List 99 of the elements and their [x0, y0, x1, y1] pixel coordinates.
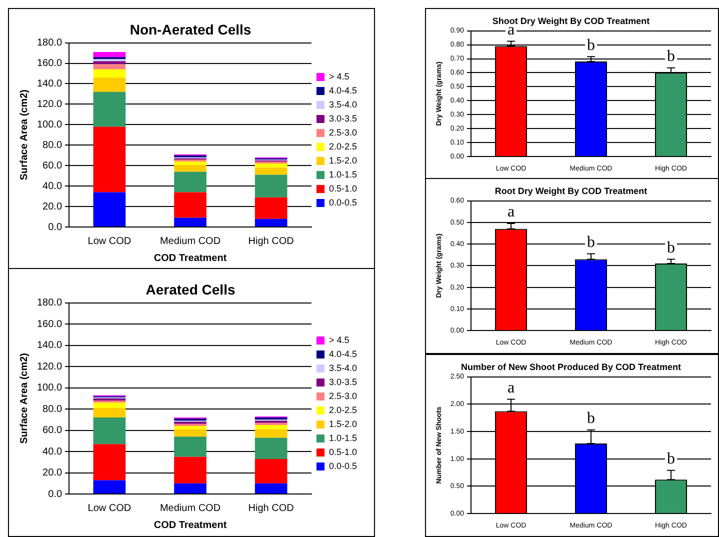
y-axis-title: Surface Area (cm2): [18, 90, 30, 180]
x-tick-label: Low COD: [88, 502, 132, 514]
y-tick-label: 180.0: [36, 38, 62, 49]
legend-label: 3.0-3.5: [328, 113, 358, 124]
legend-label: 2.5-3.0: [328, 390, 358, 401]
legend-label: 0.5-1.0: [328, 446, 358, 457]
legend-label: 3.5-4.0: [328, 362, 358, 373]
bar: [254, 483, 288, 494]
annotation: b: [587, 234, 596, 252]
bar: [254, 458, 288, 484]
bar: [174, 436, 206, 457]
legend-label: 4.0-4.5: [328, 348, 358, 359]
x-tick-label: Low COD: [88, 236, 132, 247]
chart-title: Root Dry Weight By COD Treatment: [494, 186, 648, 196]
y-axis-title: Surface Area (cm2): [18, 353, 30, 444]
bar: [254, 197, 288, 219]
bar: [93, 480, 126, 494]
x-axis-title: COD Treatment: [154, 520, 228, 531]
annotation: a: [507, 204, 515, 221]
chart-title: Aerated Cells: [146, 281, 236, 298]
chart-title: Number of New Shoot Produced By COD Treatment: [460, 362, 682, 372]
bar: [174, 192, 206, 218]
bar: [174, 456, 206, 484]
x-tick-label: High COD: [248, 236, 294, 247]
bar: [254, 164, 288, 168]
y-tick-label: 60.0: [42, 425, 62, 436]
legend-label: 1.5-2.0: [328, 418, 358, 429]
bar: [254, 424, 288, 430]
annotation: b: [667, 450, 676, 468]
legend-label: 4.0-4.5: [328, 85, 358, 96]
legend-label: 1.5-2.0: [328, 155, 358, 166]
bar: [174, 159, 206, 162]
chart-title: Shoot Dry Weight By COD Treatment: [492, 16, 650, 26]
legend-label: 0.5-1.0: [328, 183, 358, 194]
legend-label: 1.0-1.5: [328, 432, 358, 443]
annotation: b: [587, 410, 596, 428]
legend-label: 3.5-4.0: [328, 99, 358, 110]
bar: [93, 52, 126, 58]
legend-label: 2.5-3.0: [328, 127, 358, 138]
bar: [93, 418, 126, 444]
bar: [174, 172, 206, 192]
bar: [254, 429, 288, 438]
bar: [174, 162, 206, 166]
bar: [93, 402, 126, 408]
legend-label: 0.0-0.5: [328, 197, 358, 208]
annotation: b: [587, 36, 596, 54]
y-tick-label: 120.0: [36, 361, 62, 372]
annotation: b: [667, 239, 676, 256]
bar: [174, 424, 206, 426]
bar: [93, 192, 126, 226]
legend-label: > 4.5: [328, 71, 350, 82]
y-tick-label: 140.0: [36, 78, 62, 90]
legend-label: 3.0-3.5: [328, 376, 358, 387]
y-tick-label: 80.0: [42, 140, 62, 151]
bar: [93, 61, 126, 64]
y-tick-label: 100.0: [36, 119, 62, 130]
annotation: a: [507, 379, 515, 396]
y-tick-label: 60.0: [42, 160, 62, 172]
bar: [93, 126, 126, 192]
x-tick-label: Medium COD: [160, 236, 221, 247]
bar: [174, 218, 206, 226]
bar: [93, 78, 126, 92]
annotation: b: [667, 48, 676, 66]
y-tick-label: 0.0: [48, 222, 62, 233]
y-tick-label: 160.0: [36, 318, 62, 330]
bar: [93, 444, 126, 480]
bar: [174, 426, 206, 430]
bar: [254, 168, 288, 175]
y-tick-label: 100.0: [36, 382, 62, 394]
y-tick-label: 140.0: [36, 340, 62, 352]
y-tick-label: 160.0: [36, 58, 62, 70]
x-tick-label: Medium COD: [160, 502, 221, 514]
y-tick-label: 180.0: [36, 298, 62, 309]
legend-label: 0.0-0.5: [328, 460, 358, 471]
y-tick-label: 40.0: [42, 446, 62, 458]
bar: [93, 398, 126, 401]
legend-label: 2.0-2.5: [328, 404, 358, 415]
chart-title: Non-Aerated Cells: [130, 21, 252, 38]
bar: [93, 408, 126, 418]
x-axis-title: COD Treatment: [154, 252, 228, 264]
bar: [174, 166, 206, 172]
bar: [254, 218, 288, 226]
y-tick-label: 120.0: [36, 98, 62, 110]
bar: [93, 69, 126, 78]
legend-label: 1.0-1.5: [328, 169, 358, 180]
bar: [93, 92, 126, 127]
bar: [254, 438, 288, 459]
y-tick-label: 20.0: [42, 201, 62, 212]
y-tick-label: 0.0: [48, 488, 62, 500]
legend-label: > 4.5: [328, 334, 350, 345]
y-tick-label: 40.0: [42, 180, 62, 192]
y-tick-label: 80.0: [42, 404, 62, 415]
x-tick-label: High COD: [248, 502, 294, 514]
bar: [93, 64, 126, 70]
bar: [174, 483, 206, 494]
legend-label: 2.0-2.5: [328, 141, 358, 152]
y-tick-label: 20.0: [42, 468, 62, 479]
bar: [254, 174, 288, 198]
bar: [174, 429, 206, 437]
